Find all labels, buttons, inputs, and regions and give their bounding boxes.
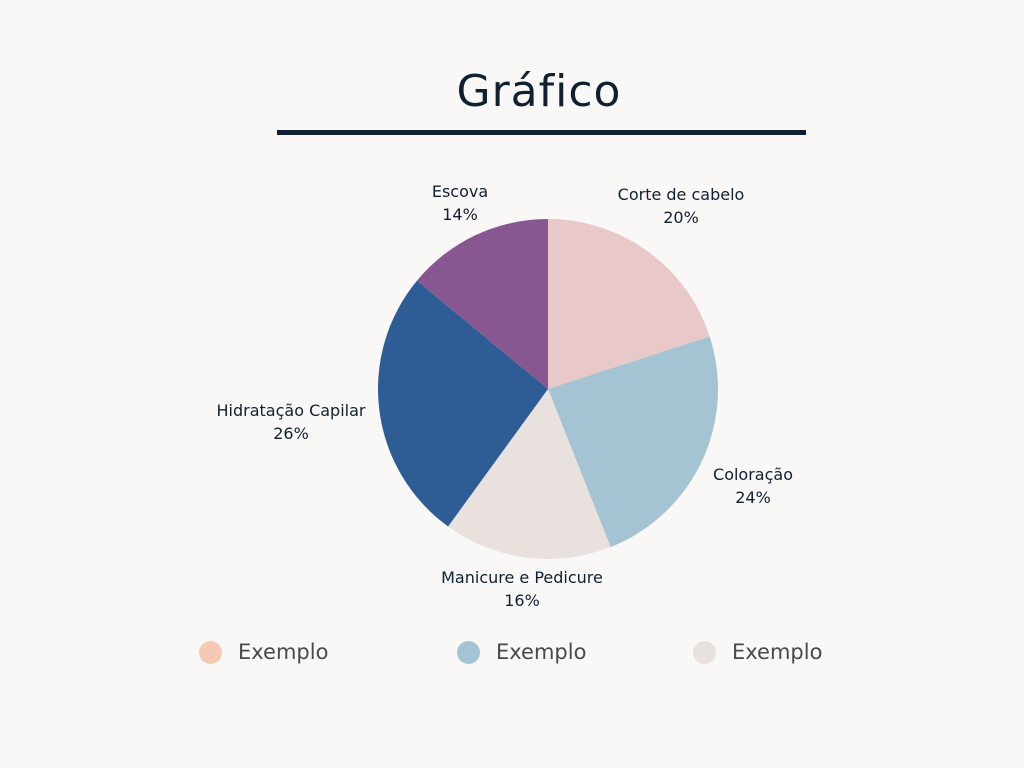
slice-value-5: 14% (442, 205, 478, 224)
pie-slice-2 (548, 336, 718, 548)
legend-swatch-3 (693, 640, 716, 664)
slice-value-4: 26% (273, 424, 309, 443)
slice-value-3: 16% (504, 591, 540, 610)
legend-item-2: Exemplo (457, 640, 586, 664)
slice-value-1: 20% (663, 208, 699, 227)
legend-label-1: Exemplo (238, 640, 329, 664)
chart-title: Gráfico (456, 66, 622, 117)
pie-slice-3 (448, 389, 611, 559)
legend-item-1: Exemplo (199, 640, 328, 664)
pie-slice-1 (548, 219, 710, 389)
pie-labels: Corte de cabelo 20% Coloração 24% Manicure e… (217, 182, 793, 610)
legend-label-2: Exemplo (496, 640, 587, 664)
pie-slices (378, 219, 718, 559)
legend-label-3: Exemplo (732, 640, 823, 664)
slice-label-4: Hidratação Capilar (217, 401, 366, 420)
legend-swatch-2 (457, 640, 480, 664)
pie-slice-5 (417, 219, 548, 389)
pie-slice-4 (378, 280, 548, 527)
slice-label-1: Corte de cabelo (618, 185, 745, 204)
title-underline (277, 130, 806, 135)
slice-value-2: 24% (735, 488, 771, 507)
legend-item-3: Exemplo (693, 640, 822, 664)
slice-label-3: Manicure e Pedicure (441, 568, 603, 587)
legend-swatch-1 (199, 640, 222, 664)
slice-label-5: Escova (432, 182, 488, 201)
slice-label-2: Coloração (713, 465, 793, 484)
